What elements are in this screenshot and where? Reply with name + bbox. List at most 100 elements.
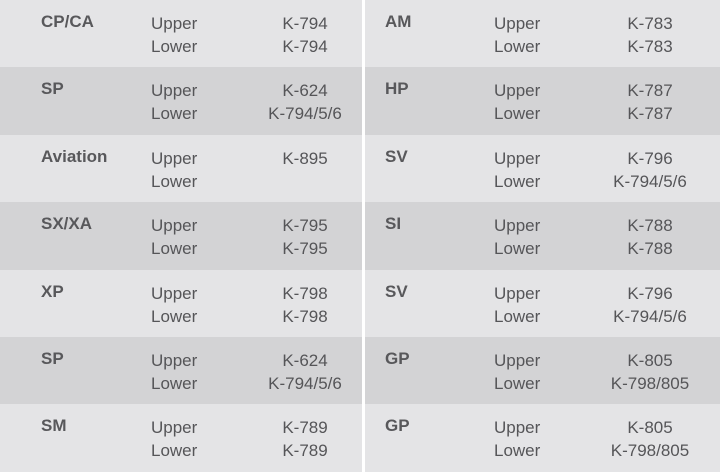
row-label: SV <box>385 281 408 301</box>
part-codes: K-805 K-798/805 <box>590 416 710 462</box>
upper-code: K-805 <box>627 418 673 438</box>
part-codes: K-783 K-783 <box>590 12 710 58</box>
part-codes: K-805 K-798/805 <box>590 349 710 395</box>
position-labels: Upper Lower <box>494 147 540 193</box>
upper-label: Upper <box>151 283 198 303</box>
table-column-right: AM Upper Lower K-783 K-783 HP Upper Lower K-787 K… <box>365 0 720 472</box>
upper-code: K-798 <box>282 283 328 303</box>
lower-label: Lower <box>494 104 541 124</box>
lower-label: Lower <box>494 306 541 326</box>
upper-code: K-787 <box>627 81 673 101</box>
part-codes: K-624 K-794/5/6 <box>245 79 365 125</box>
upper-label: Upper <box>151 14 198 33</box>
upper-label: Upper <box>151 148 198 168</box>
lower-code: K-798/805 <box>610 441 690 461</box>
table-row: SI Upper Lower K-788 K-788 <box>365 202 720 270</box>
part-codes: K-794 K-794 <box>245 12 365 58</box>
upper-label: Upper <box>494 148 541 168</box>
table-row: SP Upper Lower K-624 K-794/5/6 <box>0 336 365 405</box>
row-label: XP <box>41 281 64 301</box>
position-labels: Upper Lower <box>151 416 197 462</box>
upper-label: Upper <box>151 350 198 370</box>
position-labels: Upper Lower <box>494 12 540 58</box>
lower-code: K-788 <box>627 239 673 259</box>
lower-label: Lower <box>151 441 198 461</box>
lower-code: K-794/5/6 <box>613 306 687 326</box>
lower-label: Lower <box>151 37 198 56</box>
table-column-left: CP/CA Upper Lower K-794 K-794 SP Upper Lower K-6… <box>0 0 362 472</box>
position-labels: Upper Lower <box>151 214 197 260</box>
row-label: SX/XA <box>41 214 93 234</box>
table-row: SP Upper Lower K-624 K-794/5/6 <box>0 67 365 135</box>
upper-label: Upper <box>494 418 541 438</box>
lower-code: K-798/805 <box>610 373 690 393</box>
row-label: Aviation <box>41 146 108 166</box>
position-labels: Upper Lower <box>494 214 540 260</box>
row-label: AM <box>385 12 412 31</box>
table-row: CP/CA Upper Lower K-794 K-794 <box>0 0 365 68</box>
position-labels: Upper Lower <box>151 349 197 395</box>
position-labels: Upper Lower <box>494 79 540 125</box>
upper-code: K-624 <box>282 350 328 370</box>
part-codes: K-789 K-789 <box>245 416 365 462</box>
row-label: SI <box>385 214 402 234</box>
table-row: SV Upper Lower K-796 K-794/5/6 <box>365 269 720 337</box>
lower-label: Lower <box>494 171 541 191</box>
row-label: SP <box>41 348 64 368</box>
position-labels: Upper Lower <box>151 79 197 125</box>
lower-label: Lower <box>151 104 198 124</box>
upper-label: Upper <box>151 216 198 236</box>
upper-label: Upper <box>494 14 541 33</box>
table-row: SX/XA Upper Lower K-795 K-795 <box>0 202 365 270</box>
row-label: HP <box>385 79 409 99</box>
upper-label: Upper <box>494 81 541 101</box>
lower-code <box>245 170 365 193</box>
part-codes: K-624 K-794/5/6 <box>245 349 365 395</box>
lower-label: Lower <box>494 373 541 393</box>
upper-code: K-789 <box>282 418 328 438</box>
position-labels: Upper Lower <box>494 416 540 462</box>
upper-code: K-895 <box>282 148 328 168</box>
position-labels: Upper Lower <box>151 282 197 328</box>
part-codes: K-795 K-795 <box>245 214 365 260</box>
part-codes: K-796 K-794/5/6 <box>590 282 710 328</box>
upper-label: Upper <box>494 216 541 236</box>
upper-code: K-795 <box>282 216 328 236</box>
table-row: HP Upper Lower K-787 K-787 <box>365 67 720 135</box>
table-row: GP Upper Lower K-805 K-798/805 <box>365 404 720 472</box>
lower-label: Lower <box>494 441 541 461</box>
part-codes: K-788 K-788 <box>590 214 710 260</box>
row-label: GP <box>385 416 410 436</box>
lower-label: Lower <box>151 239 198 259</box>
lower-code: K-794/5/6 <box>613 171 687 191</box>
lower-code: K-795 <box>282 239 328 259</box>
lower-code: K-794/5/6 <box>268 104 342 124</box>
lower-code: K-783 <box>627 37 673 56</box>
upper-label: Upper <box>151 418 198 438</box>
part-codes: K-895 <box>245 147 365 193</box>
lower-label: Lower <box>151 306 198 326</box>
upper-label: Upper <box>494 350 541 370</box>
lower-code: K-789 <box>282 441 328 461</box>
lower-code: K-794/5/6 <box>268 373 342 393</box>
lower-code: K-798 <box>282 306 328 326</box>
table-row: SM Upper Lower K-789 K-789 <box>0 404 365 472</box>
upper-label: Upper <box>151 81 198 101</box>
lower-label: Lower <box>494 239 541 259</box>
row-label: GP <box>385 348 410 368</box>
position-labels: Upper Lower <box>494 349 540 395</box>
lower-code: K-794 <box>282 37 328 56</box>
upper-code: K-794 <box>282 14 328 33</box>
position-labels: Upper Lower <box>151 12 197 58</box>
table-row: AM Upper Lower K-783 K-783 <box>365 0 720 68</box>
upper-code: K-624 <box>282 81 328 101</box>
row-label: SV <box>385 146 408 166</box>
lower-code: K-787 <box>627 104 673 124</box>
row-label: CP/CA <box>41 12 94 31</box>
lower-label: Lower <box>494 37 541 56</box>
table-row: XP Upper Lower K-798 K-798 <box>0 269 362 337</box>
row-label: SP <box>41 79 64 99</box>
upper-code: K-788 <box>627 216 673 236</box>
row-label: SM <box>41 416 67 436</box>
